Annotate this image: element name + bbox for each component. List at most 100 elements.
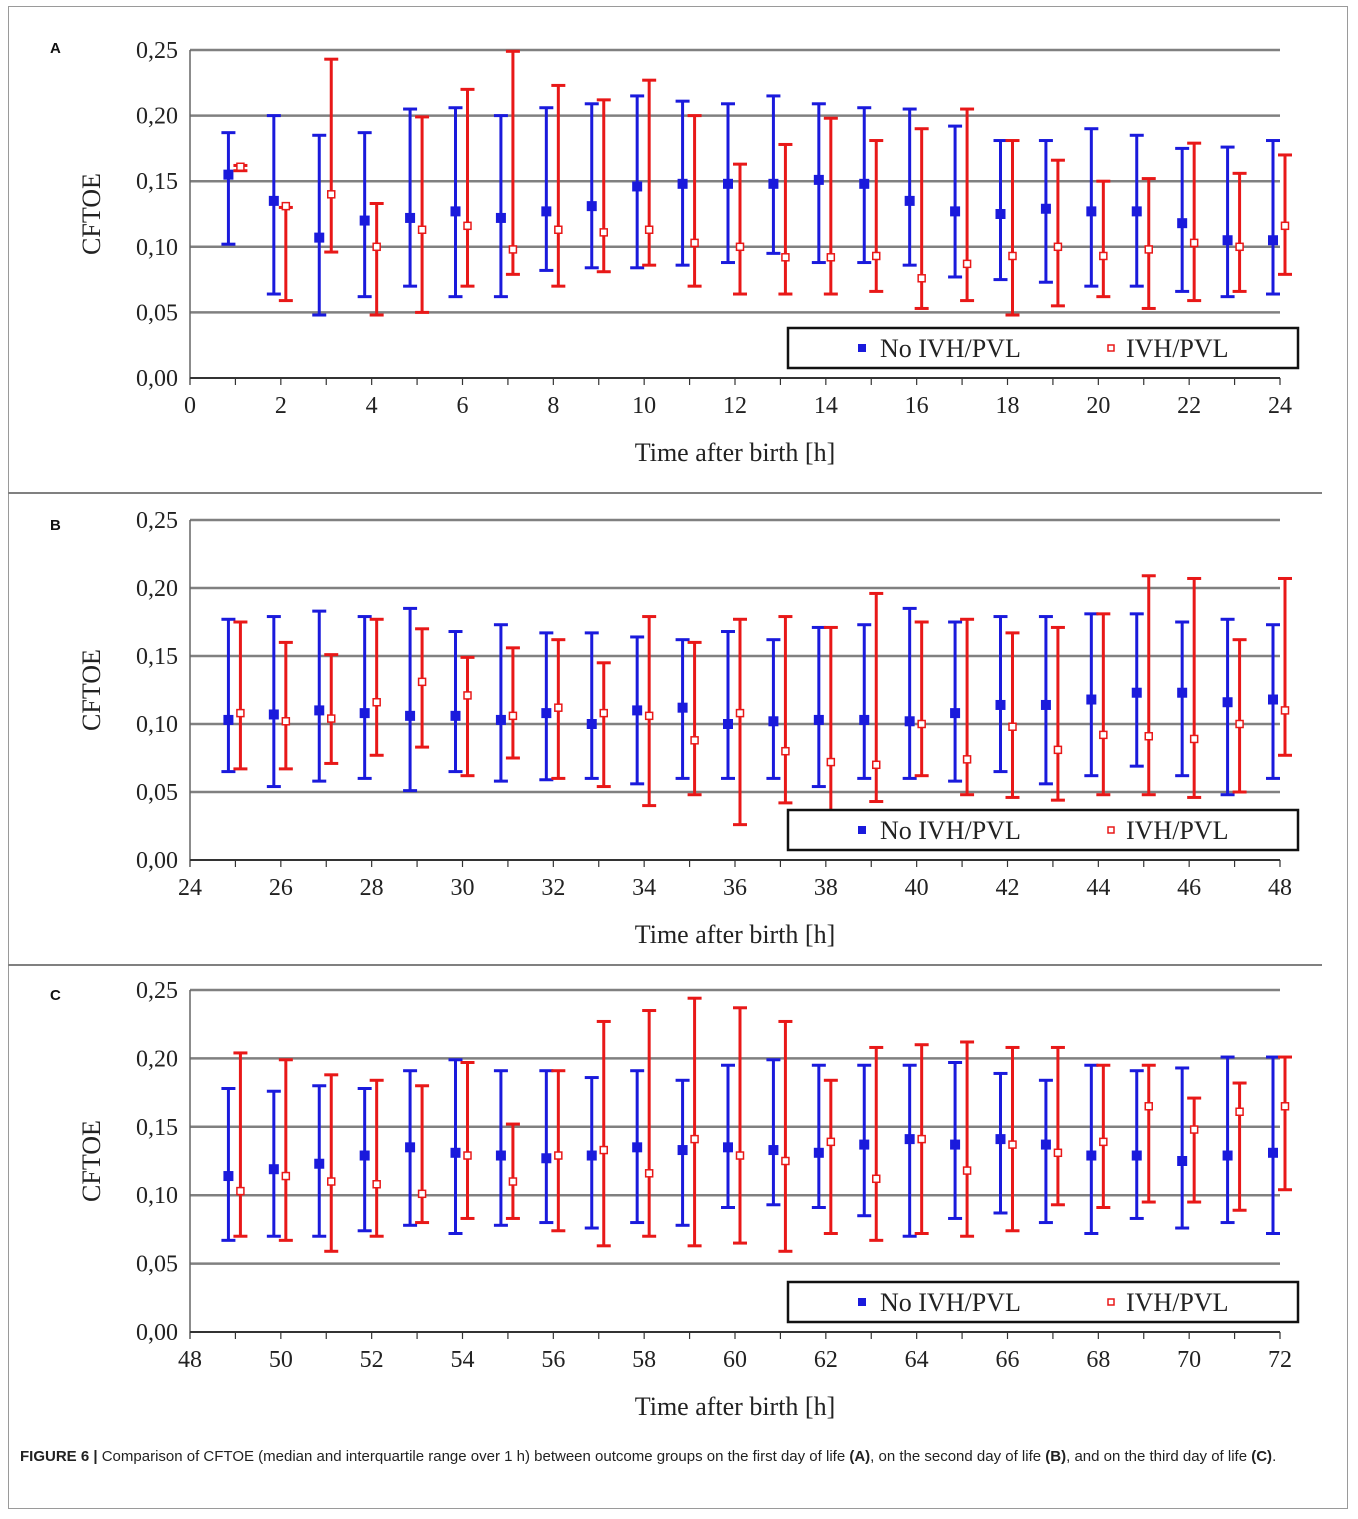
median-marker-ivh <box>236 162 245 172</box>
chart-panel-b: B 0,00 0,05 0,10 0,15 0,20 0,25 24 26 28 30 32 34 36 3… <box>8 492 1322 949</box>
median-marker-ivh <box>372 697 381 707</box>
legend-label-ivh: IVH/PVL <box>1126 816 1229 845</box>
x-tick-label: 18 <box>996 393 1020 419</box>
median-marker-no-ivh <box>450 206 461 217</box>
x-tick-label: 24 <box>1268 393 1292 419</box>
x-tick-label: 28 <box>360 875 384 901</box>
median-marker-ivh <box>281 201 291 211</box>
median-marker-ivh <box>1235 719 1244 729</box>
median-marker-no-ivh <box>723 178 733 189</box>
median-marker-no-ivh <box>768 178 779 189</box>
legend-box <box>786 808 1300 852</box>
median-marker-no-ivh <box>677 1145 688 1156</box>
y-tick-label: 0,00 <box>136 366 178 392</box>
y-tick-label: 0,00 <box>136 848 178 874</box>
caption-segment: , on the second day of life <box>870 1448 1046 1465</box>
median-marker-no-ivh <box>1040 1139 1051 1150</box>
median-marker-ivh <box>599 228 608 237</box>
caption-label: FIGURE 6 | <box>20 1448 98 1465</box>
median-marker-ivh <box>690 1134 699 1144</box>
legend-label-no-ivh: No IVH/PVL <box>880 1288 1021 1317</box>
x-tick-label: 2 <box>275 393 287 419</box>
median-marker-no-ivh <box>950 206 961 217</box>
median-marker-no-ivh <box>405 710 416 721</box>
median-marker-ivh <box>1144 245 1153 254</box>
legend-box <box>786 326 1300 370</box>
median-marker-ivh <box>735 242 745 252</box>
median-marker-no-ivh <box>223 169 234 180</box>
median-marker-ivh <box>1280 221 1290 231</box>
median-marker-no-ivh <box>1177 218 1188 229</box>
legend-swatch-ivh <box>1107 1298 1115 1306</box>
median-marker-ivh <box>1053 1148 1063 1158</box>
median-marker-ivh <box>1053 242 1063 252</box>
x-tick-label: 54 <box>451 1347 475 1373</box>
x-tick-label: 68 <box>1086 1347 1110 1373</box>
median-marker-no-ivh <box>995 1134 1006 1145</box>
median-marker-ivh <box>1008 251 1017 261</box>
x-tick-label: 22 <box>1177 393 1201 419</box>
x-tick-label: 32 <box>541 875 565 901</box>
median-marker-ivh <box>508 711 518 721</box>
median-marker-no-ivh <box>223 714 234 725</box>
median-marker-ivh <box>917 1134 926 1144</box>
median-marker-ivh <box>1235 1107 1244 1117</box>
median-marker-no-ivh <box>1177 1156 1188 1166</box>
median-marker-no-ivh <box>904 195 915 206</box>
median-marker-ivh <box>735 1151 745 1160</box>
median-marker-no-ivh <box>1086 206 1097 217</box>
median-marker-no-ivh <box>1177 687 1188 698</box>
median-marker-ivh <box>1189 1125 1199 1134</box>
series-no-ivh-pvl <box>221 94 1280 317</box>
median-marker-ivh <box>236 1186 245 1196</box>
series-no-ivh-pvl <box>221 606 1280 797</box>
median-marker-no-ivh <box>677 702 688 713</box>
caption-text: Comparison of CFTOE (median and interqua… <box>98 1448 1277 1465</box>
median-marker-ivh <box>826 757 836 767</box>
median-marker-no-ivh <box>1040 699 1051 710</box>
median-marker-no-ivh <box>1268 694 1278 705</box>
y-tick-label: 0,25 <box>136 508 178 534</box>
median-marker-ivh <box>1144 1102 1153 1111</box>
median-marker-ivh <box>781 1156 790 1166</box>
median-marker-no-ivh <box>450 710 461 721</box>
legend-swatch-no-ivh <box>858 826 866 834</box>
x-tick-label: 14 <box>814 393 838 419</box>
median-marker-ivh <box>417 1189 427 1199</box>
median-marker-ivh <box>417 677 427 687</box>
x-tick-label: 72 <box>1268 1347 1292 1373</box>
y-tick-label: 0,05 <box>136 300 178 326</box>
median-marker-no-ivh <box>1268 235 1278 246</box>
x-axis-title: Time after birth [h] <box>635 438 836 467</box>
median-marker-no-ivh <box>314 1158 325 1169</box>
panel-letter: C <box>50 987 61 1004</box>
legend: No IVH/PVL IVH/PVL <box>786 808 1300 852</box>
legend-label-ivh: IVH/PVL <box>1126 1288 1229 1317</box>
median-marker-ivh <box>1008 1140 1017 1149</box>
median-marker-no-ivh <box>859 178 870 189</box>
median-marker-ivh <box>1099 1137 1108 1147</box>
median-marker-no-ivh <box>495 212 506 223</box>
x-tick-label: 34 <box>632 875 656 901</box>
median-marker-ivh <box>236 708 245 718</box>
median-marker-ivh <box>917 274 926 283</box>
median-marker-no-ivh <box>541 206 552 217</box>
median-marker-ivh <box>781 253 790 262</box>
series-ivh-pvl <box>233 996 1292 1253</box>
median-marker-ivh <box>735 708 745 718</box>
median-marker-no-ivh <box>813 1147 824 1158</box>
panel-letter: B <box>50 517 61 534</box>
median-marker-no-ivh <box>359 708 370 719</box>
median-marker-no-ivh <box>1222 697 1233 708</box>
x-tick-label: 36 <box>723 875 747 901</box>
y-tick-label: 0,20 <box>136 576 178 602</box>
median-marker-no-ivh <box>995 209 1006 219</box>
median-marker-ivh <box>1144 731 1153 741</box>
median-marker-no-ivh <box>1222 1150 1233 1161</box>
legend-swatch-no-ivh <box>858 1298 866 1306</box>
median-marker-ivh <box>554 225 563 234</box>
median-marker-no-ivh <box>859 1139 870 1150</box>
x-tick-label: 46 <box>1177 875 1201 901</box>
median-marker-no-ivh <box>268 709 279 720</box>
median-marker-ivh <box>372 1180 381 1189</box>
